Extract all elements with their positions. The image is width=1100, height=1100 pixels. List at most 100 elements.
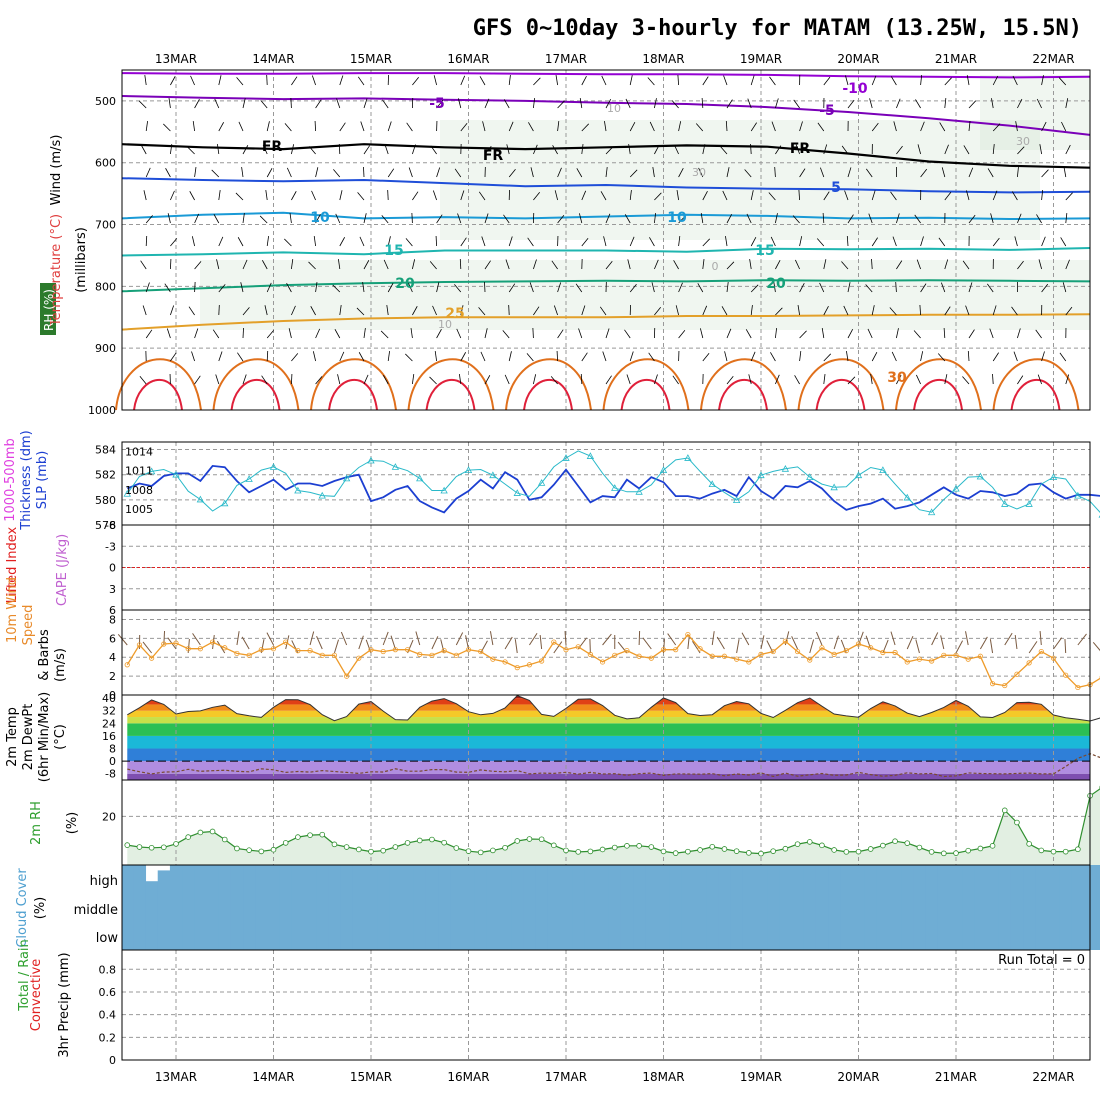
top-date-label: 13MAR xyxy=(155,52,197,66)
bottom-date-label: 14MAR xyxy=(252,1070,294,1084)
wind-barb xyxy=(867,328,873,339)
wind-barb xyxy=(556,350,558,362)
wind-speed-point xyxy=(624,648,630,654)
wind-barb-10m xyxy=(504,636,513,650)
wind-barb xyxy=(407,282,413,293)
wind-barb xyxy=(315,214,321,224)
wind-barb xyxy=(291,353,299,362)
cloud-cell xyxy=(1023,920,1036,950)
wind-barb xyxy=(629,236,635,247)
cloud-cell xyxy=(767,865,780,892)
rh-point xyxy=(843,849,850,855)
cloud-cell xyxy=(340,892,354,920)
wind-barb xyxy=(648,352,655,362)
wind-barb-10m xyxy=(455,632,464,646)
rh-point xyxy=(441,839,447,846)
wind-barb xyxy=(869,98,873,109)
wind-barb xyxy=(412,374,415,385)
cloud-cell xyxy=(328,892,342,920)
wind-barb xyxy=(968,100,977,109)
wind-barb xyxy=(726,375,734,385)
wind-barb-10m xyxy=(965,631,969,646)
wind-barb xyxy=(190,75,195,86)
wind-barb xyxy=(484,281,486,293)
cloud-cell xyxy=(169,892,183,920)
wind-barb xyxy=(893,121,897,132)
wind-barb xyxy=(140,260,147,270)
wind-barb-10m xyxy=(553,641,563,654)
wind-barb xyxy=(992,373,994,385)
slp-point xyxy=(147,467,156,475)
cloud-cell xyxy=(693,892,707,920)
cloud-cell xyxy=(596,865,610,892)
wind-speed-point xyxy=(612,652,618,658)
wind-barb xyxy=(241,167,244,178)
ylabel-millibars: (millibars) xyxy=(74,227,89,293)
wind-barb xyxy=(482,121,486,132)
wind-barb xyxy=(266,350,269,362)
wind-barb xyxy=(360,121,365,132)
rh-point xyxy=(965,847,971,854)
wind-barb xyxy=(891,351,897,362)
cloud-cell xyxy=(974,920,987,950)
pressure-tick-label: 800 xyxy=(95,280,116,293)
cloud-cell xyxy=(303,865,317,892)
wind-barb xyxy=(551,260,558,270)
cloud-cell xyxy=(279,920,293,950)
wind-barb xyxy=(143,190,147,201)
wind-barb xyxy=(920,168,928,178)
cloud-cell xyxy=(316,865,329,892)
contour-label: 10 xyxy=(438,318,452,331)
wind-barb xyxy=(774,166,776,178)
wind-barb xyxy=(581,75,587,86)
isotherm-30-arc xyxy=(797,358,885,411)
cloud-cell xyxy=(498,892,512,920)
wind-barb-10m xyxy=(809,639,815,654)
wind-barb xyxy=(1017,167,1019,178)
wind-barb xyxy=(213,214,220,224)
wind-barb-10m xyxy=(711,631,715,646)
wind-barb-10m xyxy=(1014,635,1018,650)
rh-point xyxy=(368,848,374,855)
cloud-cell xyxy=(438,920,451,950)
cloud-cell xyxy=(1047,892,1061,920)
wind-barb xyxy=(846,235,849,247)
wind-barb xyxy=(629,190,632,201)
wind-barb xyxy=(871,75,877,86)
cloud-cell xyxy=(498,920,512,950)
rh-point xyxy=(453,845,460,851)
cloud-cell xyxy=(438,892,451,920)
cloud-cell xyxy=(523,920,537,950)
cloud-cell xyxy=(962,892,975,920)
rh-point xyxy=(709,843,716,850)
wind-barb xyxy=(726,282,729,293)
wind-tick-label: 4 xyxy=(109,651,116,664)
panel-frame-precip xyxy=(121,949,1091,1061)
wind-barb xyxy=(406,122,413,132)
cloud-cell xyxy=(633,920,646,950)
slp-line xyxy=(126,450,1100,514)
wind-barb xyxy=(508,351,512,362)
rh-point xyxy=(770,848,776,854)
wind-barb xyxy=(412,259,416,270)
cloud-cell xyxy=(1059,920,1073,950)
wind-barb xyxy=(795,144,800,155)
wind-barb xyxy=(1065,192,1073,201)
cloud-cell xyxy=(608,920,622,950)
cloud-cell xyxy=(767,920,780,950)
cloud-cell xyxy=(730,920,744,950)
rh-point xyxy=(636,843,642,849)
cloud-cell xyxy=(815,865,829,892)
wind-barb xyxy=(286,283,292,293)
wind-barb xyxy=(627,259,631,270)
wind-barb xyxy=(966,190,970,201)
wind-barb xyxy=(678,236,681,247)
cloud-cell xyxy=(962,920,975,950)
rh-shading xyxy=(980,75,1090,150)
rh-point xyxy=(1014,819,1020,826)
wind-barb xyxy=(896,374,902,385)
wind-barb xyxy=(1012,75,1018,86)
wind-barb xyxy=(913,330,921,339)
wind-barb xyxy=(363,328,366,339)
isotherm-35-arc xyxy=(718,378,768,411)
